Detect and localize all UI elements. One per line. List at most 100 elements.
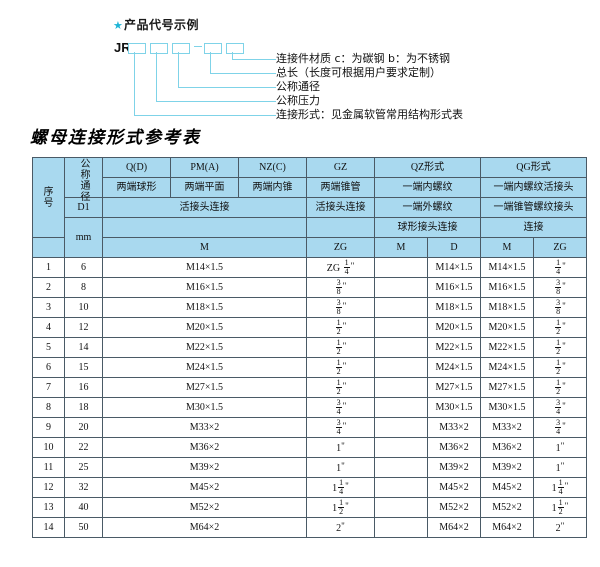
inch-mark: ": [562, 421, 566, 431]
header-type-gz: GZ: [306, 157, 375, 178]
whole-number: 2: [336, 523, 342, 534]
fraction-numerator: 1: [556, 378, 561, 387]
whole-number: 1: [551, 503, 557, 514]
cell-qg-m: M24×1.5: [480, 357, 534, 378]
fraction-numerator: 1: [339, 478, 344, 487]
fraction-numerator: 1: [558, 498, 563, 507]
cell-qz-m: [374, 297, 428, 318]
table-row: 8 18 M30×1.5 3 4 " M30×1.5 M30×1.5 3 4 ": [32, 397, 588, 418]
cell-qz-m: [374, 477, 428, 498]
cell-gz: 1 2 ": [306, 377, 375, 398]
cell-bore: 15: [64, 357, 103, 378]
leader-line-pressure-h: [156, 101, 276, 102]
inch-mark: ": [562, 341, 566, 351]
inch-mark: ": [564, 481, 569, 491]
cell-bore: 40: [64, 497, 103, 518]
cell-qz-m: [374, 457, 428, 478]
fraction-numerator: 1: [558, 478, 563, 487]
cell-qz-m: [374, 337, 428, 358]
header-ends-qd: 两端球形: [102, 177, 171, 198]
table-body: 1 6 M14×1.5 ZG 1 4 " M14×1.5 M14×1.5 1 4 " 2 8 M16×1.…: [32, 257, 588, 538]
fraction-numerator: 3: [556, 418, 561, 427]
cell-qz-d: M16×1.5: [427, 277, 481, 298]
whole-number: 1: [336, 443, 342, 454]
table-row: 10 22 M36×2 1" M36×2 M36×2 1": [32, 437, 588, 458]
whole-number: 1: [551, 483, 557, 494]
cell-qg-zg: 1 2 ": [532, 377, 588, 398]
header-type-pma: PM(A): [170, 157, 239, 178]
cell-qz-m: [374, 497, 428, 518]
code-separator-dash: [194, 46, 202, 47]
cell-qg-zg: 1 4 ": [532, 257, 588, 278]
fraction-numerator: 3: [556, 298, 561, 307]
header-ends-pma: 两端平面: [170, 177, 239, 198]
cell-qz-d: M33×2: [427, 417, 481, 438]
cell-qg-m: M36×2: [480, 437, 534, 458]
leader-line-material-v: [232, 52, 233, 60]
header-ends-gz: 两端锥管: [306, 177, 375, 198]
inch-mark: ": [341, 461, 345, 471]
cell-qz-d: M27×1.5: [427, 377, 481, 398]
cell-qg-zg: 3 8 ": [532, 297, 588, 318]
header-unit-qz-d: D: [427, 237, 481, 258]
cell-gz: 1 1 2 ": [306, 497, 375, 518]
header-row-units: M ZG M D M ZG: [32, 237, 588, 258]
fraction-denominator: 4: [555, 427, 562, 436]
fraction-denominator: 8: [555, 307, 562, 316]
code-box-2: [150, 43, 168, 54]
cell-qz-d: M18×1.5: [427, 297, 481, 318]
cell-m-main: M16×1.5: [102, 277, 307, 298]
fraction-numerator: 3: [336, 418, 341, 427]
cell-qz-m: [374, 437, 428, 458]
inch-mark: ": [562, 361, 566, 371]
inch-mark: ": [564, 501, 569, 511]
cell-seq: 7: [32, 377, 65, 398]
cell-qg-zg: 2": [532, 517, 588, 538]
page-title: 螺母连接形式参考表: [30, 128, 201, 148]
header-row-ends: 两端球形 两端平面 两端内锥 两端锥管 一端内螺纹 一端内螺纹活接头: [33, 177, 588, 198]
header-qg-line2: 一端锥管螺纹接头: [479, 197, 588, 218]
inch-mark: ": [342, 341, 347, 351]
fraction-numerator: 1: [556, 258, 561, 267]
header-blank-left: [102, 217, 307, 238]
header-seq: 序 号: [32, 157, 65, 238]
inch-mark: ": [562, 381, 566, 391]
fraction-numerator: 3: [556, 278, 561, 287]
cell-seq: 5: [32, 337, 65, 358]
cell-seq: 3: [32, 297, 65, 318]
code-box-3: [172, 43, 190, 54]
fraction-denominator: 4: [555, 407, 562, 416]
cell-m-main: M27×1.5: [102, 377, 307, 398]
fraction-numerator: 1: [556, 338, 561, 347]
fraction-denominator: 2: [555, 367, 562, 376]
cell-bore: 50: [64, 517, 103, 538]
cell-qg-m: M64×2: [480, 517, 534, 538]
table-row: 5 14 M22×1.5 1 2 " M22×1.5 M22×1.5 1 2 ": [32, 337, 588, 358]
fraction-denominator: 2: [555, 347, 562, 356]
cell-m-main: M18×1.5: [102, 297, 307, 318]
cell-qz-m: [374, 277, 428, 298]
fraction-denominator: 4: [338, 487, 345, 496]
table-row: 1 6 M14×1.5 ZG 1 4 " M14×1.5 M14×1.5 1 4 ": [32, 257, 588, 278]
cell-qg-zg: 1 2 ": [532, 317, 588, 338]
inch-mark: ": [341, 521, 345, 531]
header-qg-line3: 连接: [479, 217, 588, 238]
cell-seq: 6: [32, 357, 65, 378]
cell-seq: 14: [32, 517, 65, 538]
cell-qg-m: M30×1.5: [480, 397, 534, 418]
inch-mark: ": [342, 281, 347, 291]
cell-qg-zg: 1 1 4 ": [532, 477, 588, 498]
header-bore-vertical: 公称通径: [64, 157, 103, 202]
cell-qg-zg: 3 8 ": [532, 277, 588, 298]
inch-mark: ": [342, 381, 347, 391]
cell-qz-d: M22×1.5: [427, 337, 481, 358]
fraction-denominator: 8: [335, 287, 342, 296]
whole-number: 2: [555, 523, 561, 534]
